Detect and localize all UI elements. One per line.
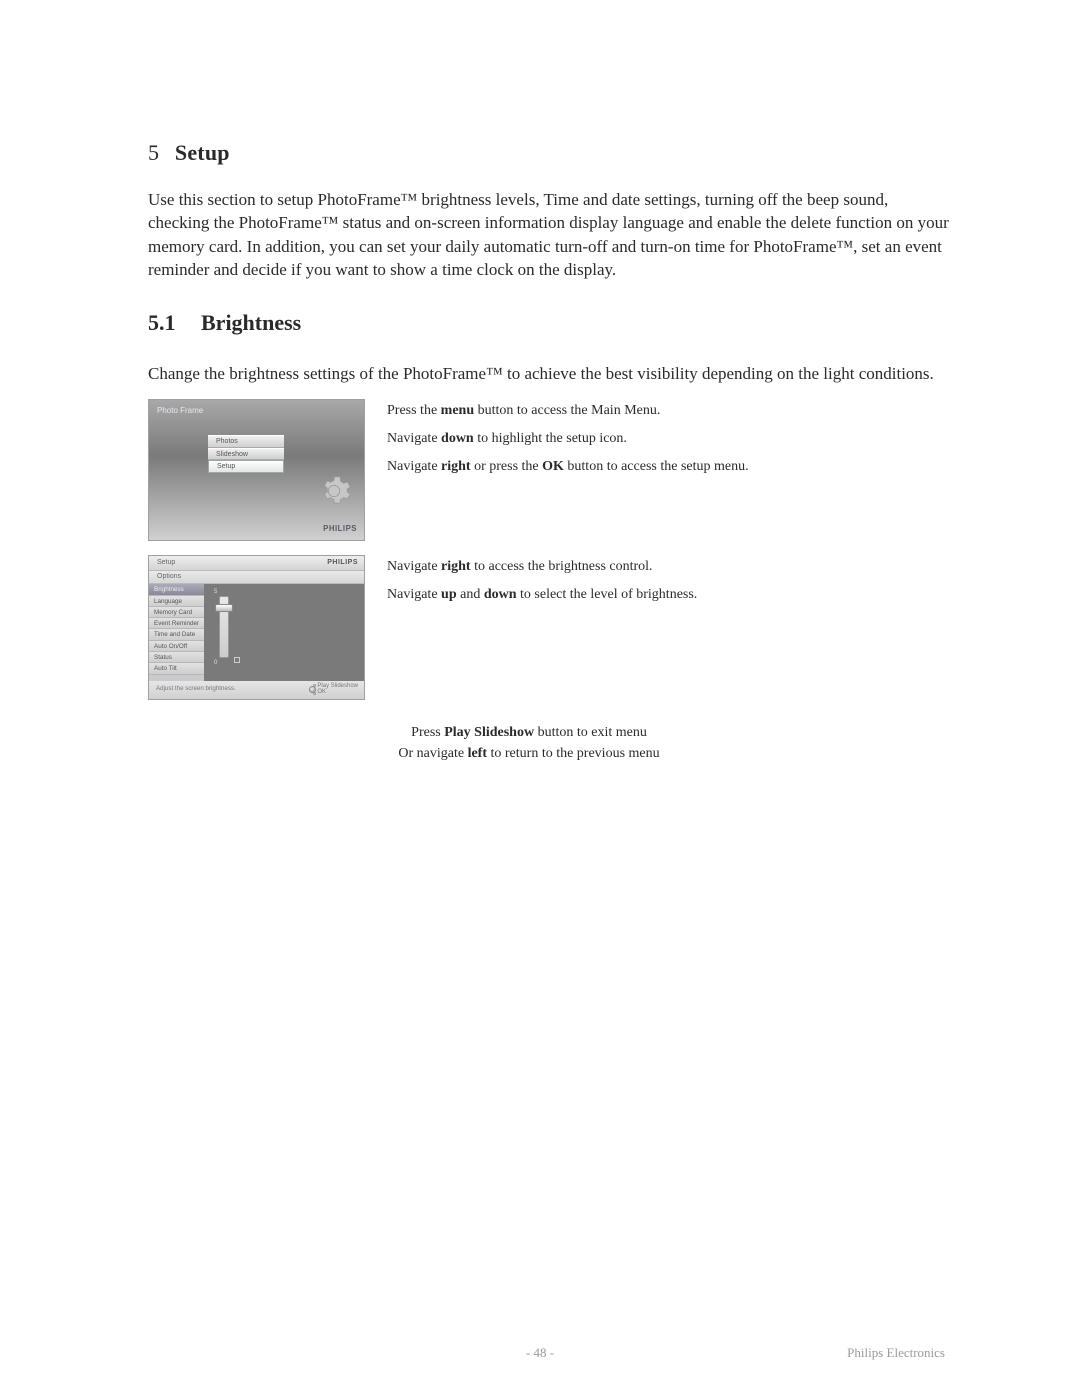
screenshot2-topbar: Setup PHILIPS: [149, 556, 364, 571]
gear-icon: [317, 474, 351, 508]
chapter-number: 5: [148, 140, 159, 165]
chapter-title: Setup: [175, 140, 230, 165]
chapter-heading: 5 Setup: [148, 140, 950, 166]
side-item-auto-tilt: Auto Tilt: [149, 663, 204, 674]
screenshot2-body: Brightness Language Memory Card Event Re…: [149, 584, 364, 681]
main-menu-list: Photos Slideshow Setup: [208, 435, 284, 473]
brightness-slider-panel: 5 0: [204, 584, 364, 681]
options-side-menu: Brightness Language Memory Card Event Re…: [149, 584, 204, 681]
bottombar-right: Play Slideshow OK: [317, 683, 358, 695]
side-item-status: Status: [149, 652, 204, 663]
ok-button-icon: [309, 686, 316, 693]
menu-item-setup: Setup: [208, 460, 284, 473]
side-item-event-reminder: Event Reminder: [149, 618, 204, 629]
page-number: - 48 -: [526, 1345, 554, 1361]
philips-logo: PHILIPS: [323, 524, 357, 533]
instruction-line: Navigate down to highlight the setup ico…: [387, 427, 749, 451]
menu-item-slideshow: Slideshow: [208, 448, 284, 461]
step1-instructions: Press the menu button to access the Main…: [387, 399, 749, 482]
screenshot1-header: Photo Frame: [157, 406, 203, 415]
philips-logo: PHILIPS: [327, 559, 358, 566]
menu-item-photos: Photos: [208, 435, 284, 448]
screenshot-main-menu: Photo Frame Photos Slideshow Setup PHILI…: [148, 399, 365, 541]
slider-knob: [215, 604, 233, 612]
subsection-intro: Change the brightness settings of the Ph…: [148, 362, 950, 385]
slider-min-label: 0: [214, 660, 217, 666]
step-2: Setup PHILIPS Options Brightness Languag…: [148, 555, 950, 700]
step-1: Photo Frame Photos Slideshow Setup PHILI…: [148, 399, 950, 541]
topbar-label: Setup: [157, 559, 175, 566]
screenshot2-bottombar: Adjust the screen brightness. Play Slide…: [149, 681, 364, 699]
subsection-title: Brightness: [201, 310, 301, 335]
instruction-line: Navigate right or press the OK button to…: [387, 455, 749, 479]
screenshot-brightness: Setup PHILIPS Options Brightness Languag…: [148, 555, 365, 700]
instruction-line: Navigate up and down to select the level…: [387, 583, 697, 607]
instruction-line: Navigate right to access the brightness …: [387, 555, 697, 579]
subsection-number: 5.1: [148, 310, 176, 335]
step2-instructions: Navigate right to access the brightness …: [387, 555, 697, 611]
footer-company: Philips Electronics: [847, 1345, 945, 1361]
slider-max-label: 5: [214, 589, 217, 595]
bottombar-hint: Adjust the screen brightness.: [156, 685, 236, 692]
options-header: Options: [149, 571, 364, 584]
slider-bottom-indicator: [234, 657, 240, 663]
exit-line-1: Press Play Slideshow button to exit menu: [108, 722, 950, 743]
intro-paragraph: Use this section to setup PhotoFrame™ br…: [148, 188, 950, 282]
side-item-brightness: Brightness: [149, 584, 204, 595]
side-item-time-date: Time and Date: [149, 629, 204, 640]
side-item-memory-card: Memory Card: [149, 607, 204, 618]
subsection-heading: 5.1 Brightness: [148, 310, 950, 336]
side-item-language: Language: [149, 596, 204, 607]
exit-instructions: Press Play Slideshow button to exit menu…: [108, 722, 950, 764]
side-item-auto-onoff: Auto On/Off: [149, 641, 204, 652]
instruction-line: Press the menu button to access the Main…: [387, 399, 749, 423]
exit-line-2: Or navigate left to return to the previo…: [108, 743, 950, 764]
